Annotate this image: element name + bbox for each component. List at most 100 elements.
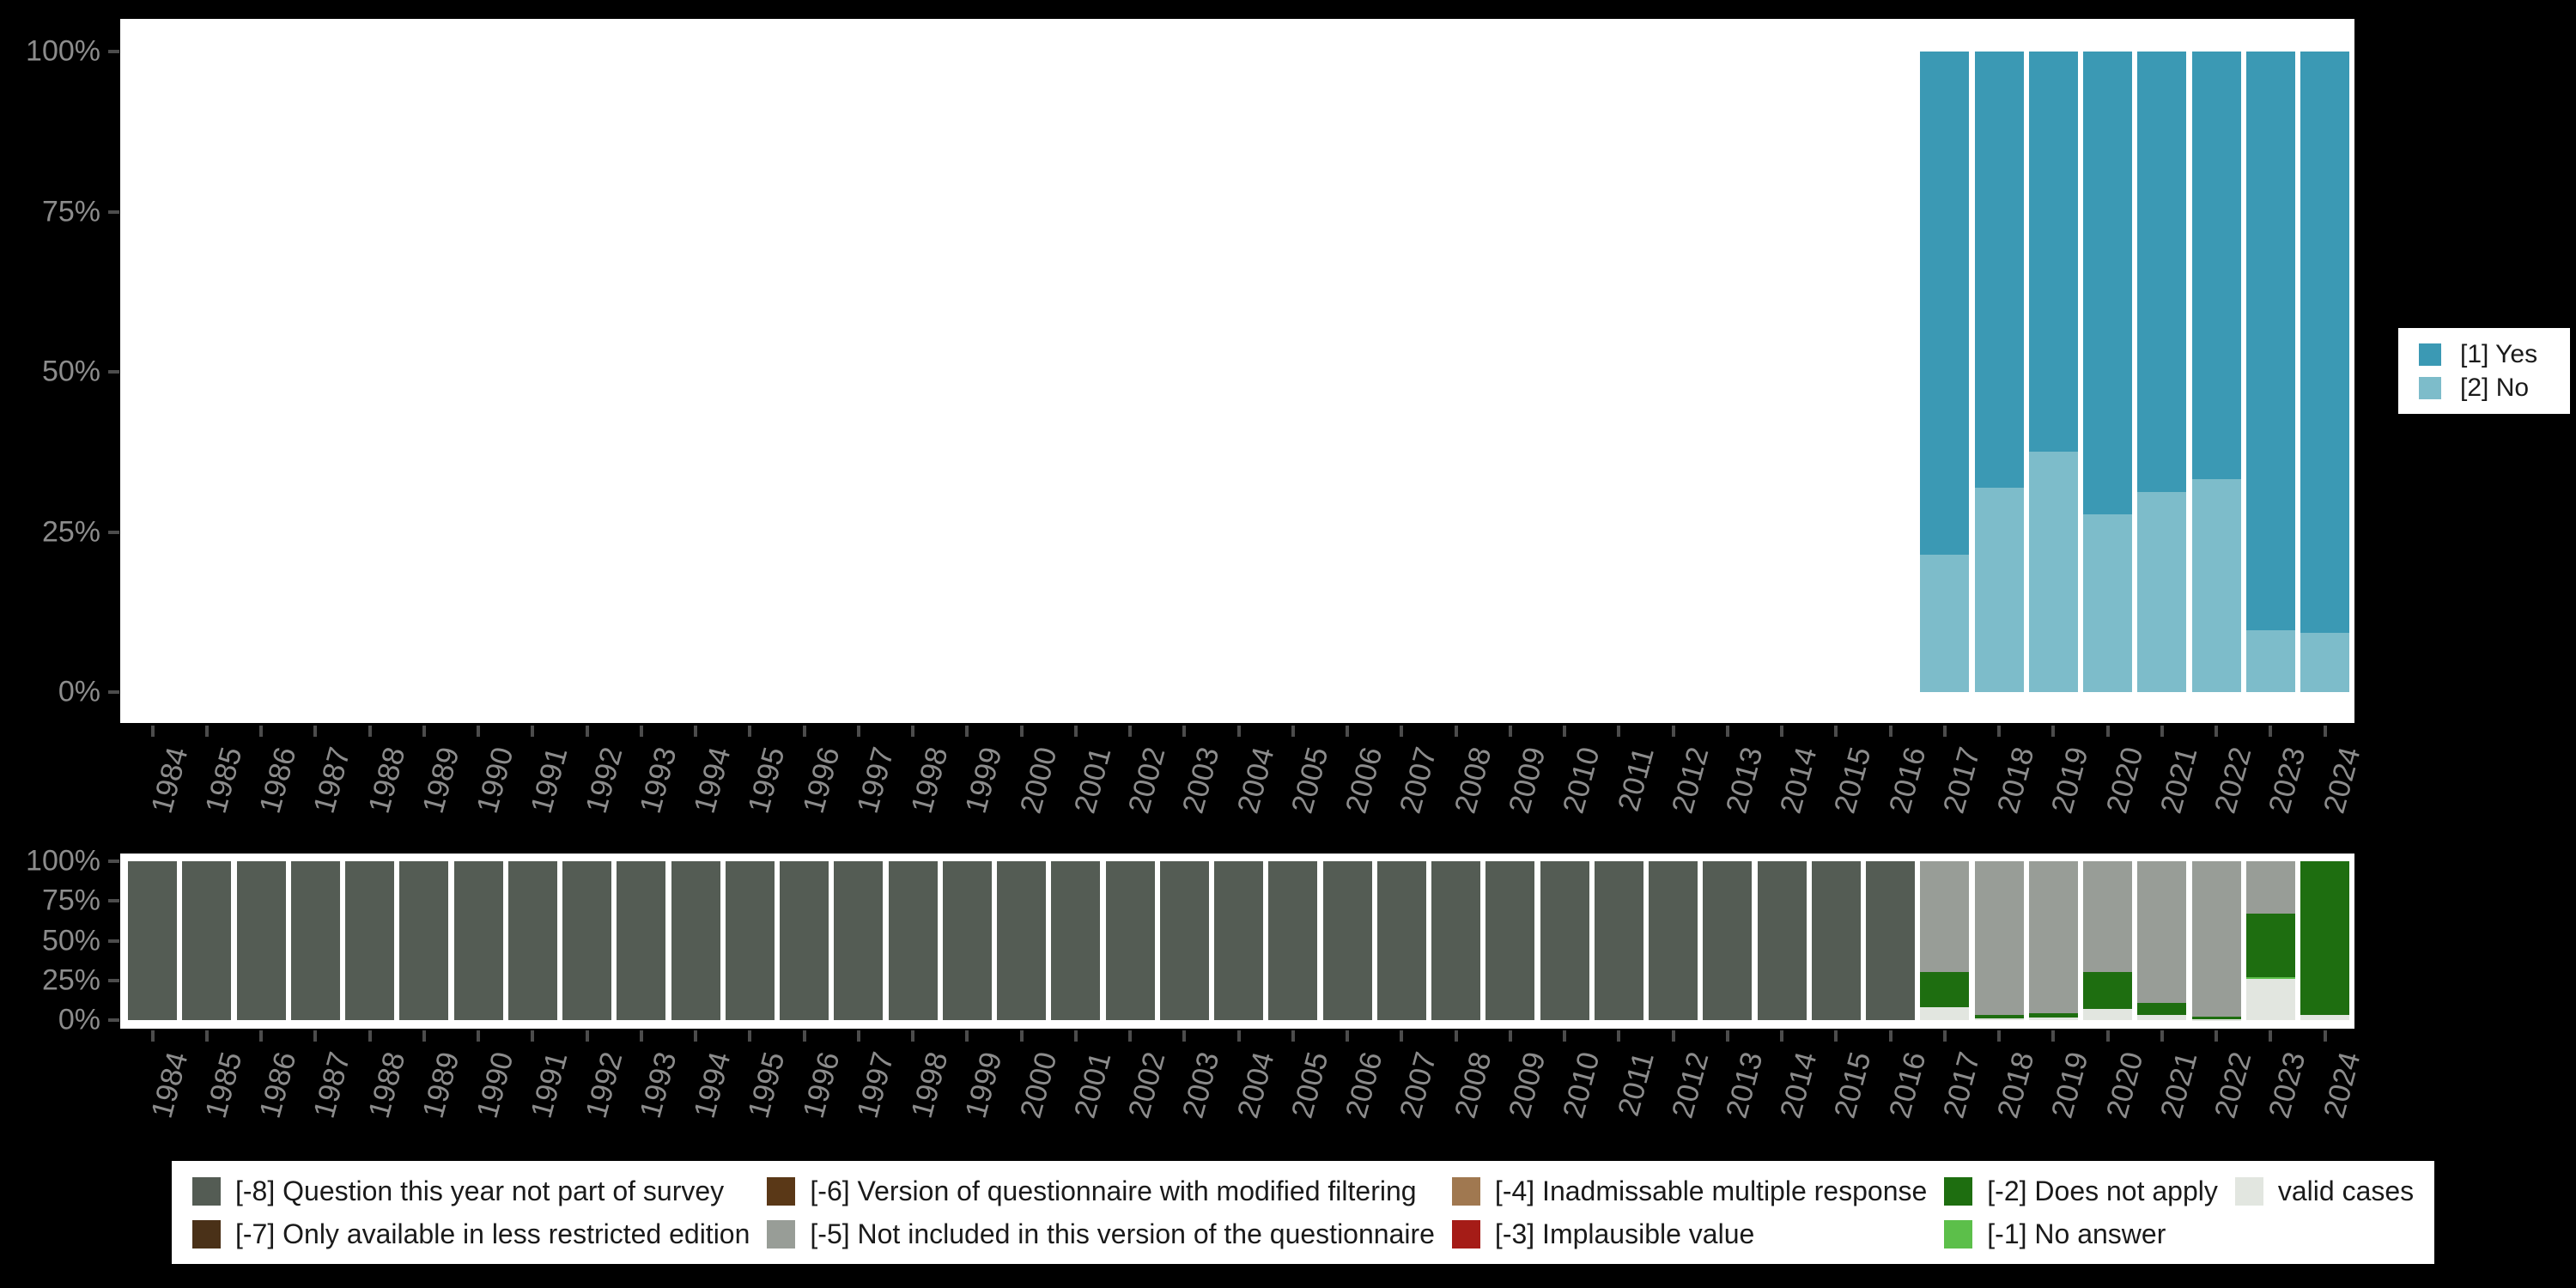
bar-2020-[1] Yes <box>2083 52 2132 514</box>
x-axis-tick <box>1671 726 1675 737</box>
bar-1987-[-8] Question this year not part of survey <box>290 861 340 1020</box>
bar-2022-[1] Yes <box>2191 52 2241 480</box>
x-axis-tick <box>1073 1030 1078 1042</box>
y-axis-tick <box>108 210 119 214</box>
bar-2022-[-5] Not included in this version of the questionnaire <box>2191 861 2241 1018</box>
y-axis-tick <box>108 370 119 374</box>
x-axis-tick <box>1454 1030 1458 1042</box>
x-axis-tick <box>1182 726 1187 737</box>
legend-item: [-7] Only available in less restricted e… <box>192 1218 750 1250</box>
x-axis-tick <box>1942 726 1947 737</box>
x-axis-tick <box>2051 1030 2056 1042</box>
bar-1999-[-8] Question this year not part of survey <box>942 861 992 1020</box>
x-axis-tick <box>639 726 643 737</box>
bar-2013-[-8] Question this year not part of survey <box>1703 861 1753 1020</box>
x-axis-tick <box>150 726 155 737</box>
y-axis-tick <box>108 899 119 903</box>
y-axis-tick <box>108 530 119 534</box>
bar-2007-[-8] Question this year not part of survey <box>1376 861 1426 1020</box>
bar-2002-[-8] Question this year not part of survey <box>1105 861 1155 1020</box>
legend-item: [-4] Inadmissable multiple response <box>1451 1176 1927 1207</box>
bar-2019-[-2] Does not apply <box>2028 1012 2078 1018</box>
bar-1988-[-8] Question this year not part of survey <box>345 861 394 1020</box>
bar-2019-[2] No <box>2028 451 2078 692</box>
legend-swatch <box>1944 1176 1973 1206</box>
legend-swatch <box>1451 1219 1480 1249</box>
legend-item: [-8] Question this year not part of surv… <box>192 1176 750 1207</box>
bar-2021-[-2] Does not apply <box>2137 1002 2187 1016</box>
bar-2024-valid cases <box>2300 1015 2349 1020</box>
x-axis-tick <box>1834 1030 1838 1042</box>
bar-2022-[2] No <box>2191 479 2241 692</box>
x-axis-tick <box>802 726 806 737</box>
x-axis-tick <box>1617 726 1621 737</box>
bar-2023-[1] Yes <box>2245 52 2295 630</box>
bar-2018-[1] Yes <box>1974 52 2024 489</box>
legend-item: [-2] Does not apply <box>1944 1176 2218 1207</box>
x-axis-tick <box>2105 1030 2110 1042</box>
bar-2020-[-5] Not included in this version of the questionnaire <box>2083 861 2132 972</box>
legend-label: valid cases <box>2277 1175 2415 1206</box>
legend-label: [-2] Does not apply <box>1987 1175 2218 1206</box>
x-axis-tick <box>2215 726 2218 737</box>
y-axis-label: 75% <box>41 884 100 917</box>
legend-label: [1] Yes <box>2460 339 2538 368</box>
x-axis-tick <box>1019 1030 1024 1042</box>
x-axis-tick <box>477 726 480 737</box>
bar-2017-[-5] Not included in this version of the questionnaire <box>1920 861 1970 972</box>
x-axis-tick <box>585 1030 589 1042</box>
bar-1986-[-8] Question this year not part of survey <box>236 861 286 1020</box>
x-axis-tick <box>1400 726 1404 737</box>
x-axis-tick <box>965 726 969 737</box>
legend-item: [-5] Not included in this version of the… <box>767 1218 1435 1250</box>
legend-label: [-1] No answer <box>1987 1218 2166 1249</box>
bar-2009-[-8] Question this year not part of survey <box>1485 861 1535 1020</box>
x-axis-tick <box>1671 1030 1675 1042</box>
bar-2022-[-2] Does not apply <box>2191 1017 2241 1020</box>
y-axis-tick <box>108 939 119 943</box>
x-axis-tick <box>1888 1030 1893 1042</box>
bar-2019-valid cases <box>2028 1018 2078 1020</box>
x-axis-tick <box>1128 1030 1132 1042</box>
x-axis-tick <box>1780 726 1783 737</box>
x-axis-tick <box>911 1030 914 1042</box>
x-axis-tick <box>2269 726 2273 737</box>
x-axis-tick <box>1617 1030 1621 1042</box>
x-axis-tick <box>2269 1030 2273 1042</box>
x-axis-tick <box>531 726 535 737</box>
x-axis-tick <box>368 1030 372 1042</box>
legend-label: [-8] Question this year not part of surv… <box>235 1175 725 1206</box>
x-axis-tick <box>1346 726 1349 737</box>
legend-swatch <box>1451 1176 1480 1206</box>
bar-1996-[-8] Question this year not part of survey <box>780 861 829 1020</box>
bar-1989-[-8] Question this year not part of survey <box>399 861 449 1020</box>
x-axis-tick <box>694 1030 697 1042</box>
bar-1998-[-8] Question this year not part of survey <box>888 861 938 1020</box>
legend-label: [-6] Version of questionnaire with modif… <box>810 1175 1417 1206</box>
bar-2017-[1] Yes <box>1920 52 1970 556</box>
bar-2020-valid cases <box>2083 1009 2132 1020</box>
x-axis-tick <box>1997 726 2001 737</box>
legend-swatch <box>192 1219 221 1249</box>
bar-2023-[-1] No answer <box>2245 977 2295 979</box>
x-axis-tick <box>1400 1030 1404 1042</box>
legend-yes-no: [1] Yes [2] No <box>2398 328 2570 414</box>
y-axis-tick <box>108 1018 119 1022</box>
bar-2008-[-8] Question this year not part of survey <box>1431 861 1480 1020</box>
legend-swatch <box>2419 376 2441 399</box>
legend-label: [2] No <box>2460 373 2530 402</box>
legend-item: [-3] Implausible value <box>1451 1218 1927 1250</box>
x-axis-tick <box>204 1030 209 1042</box>
y-axis-label: 100% <box>26 34 100 68</box>
x-axis-tick <box>748 1030 752 1042</box>
bar-2017-[-2] Does not apply <box>1920 971 1970 1008</box>
bar-2000-[-8] Question this year not part of survey <box>997 861 1046 1020</box>
x-axis-tick <box>259 1030 263 1042</box>
x-axis-tick <box>1834 726 1838 737</box>
bar-1990-[-8] Question this year not part of survey <box>453 861 503 1020</box>
bar-2018-[-5] Not included in this version of the questionnaire <box>1974 861 2024 1015</box>
y-axis-label: 25% <box>41 963 100 997</box>
y-axis-tick <box>108 860 119 863</box>
y-axis-tick <box>108 978 119 982</box>
